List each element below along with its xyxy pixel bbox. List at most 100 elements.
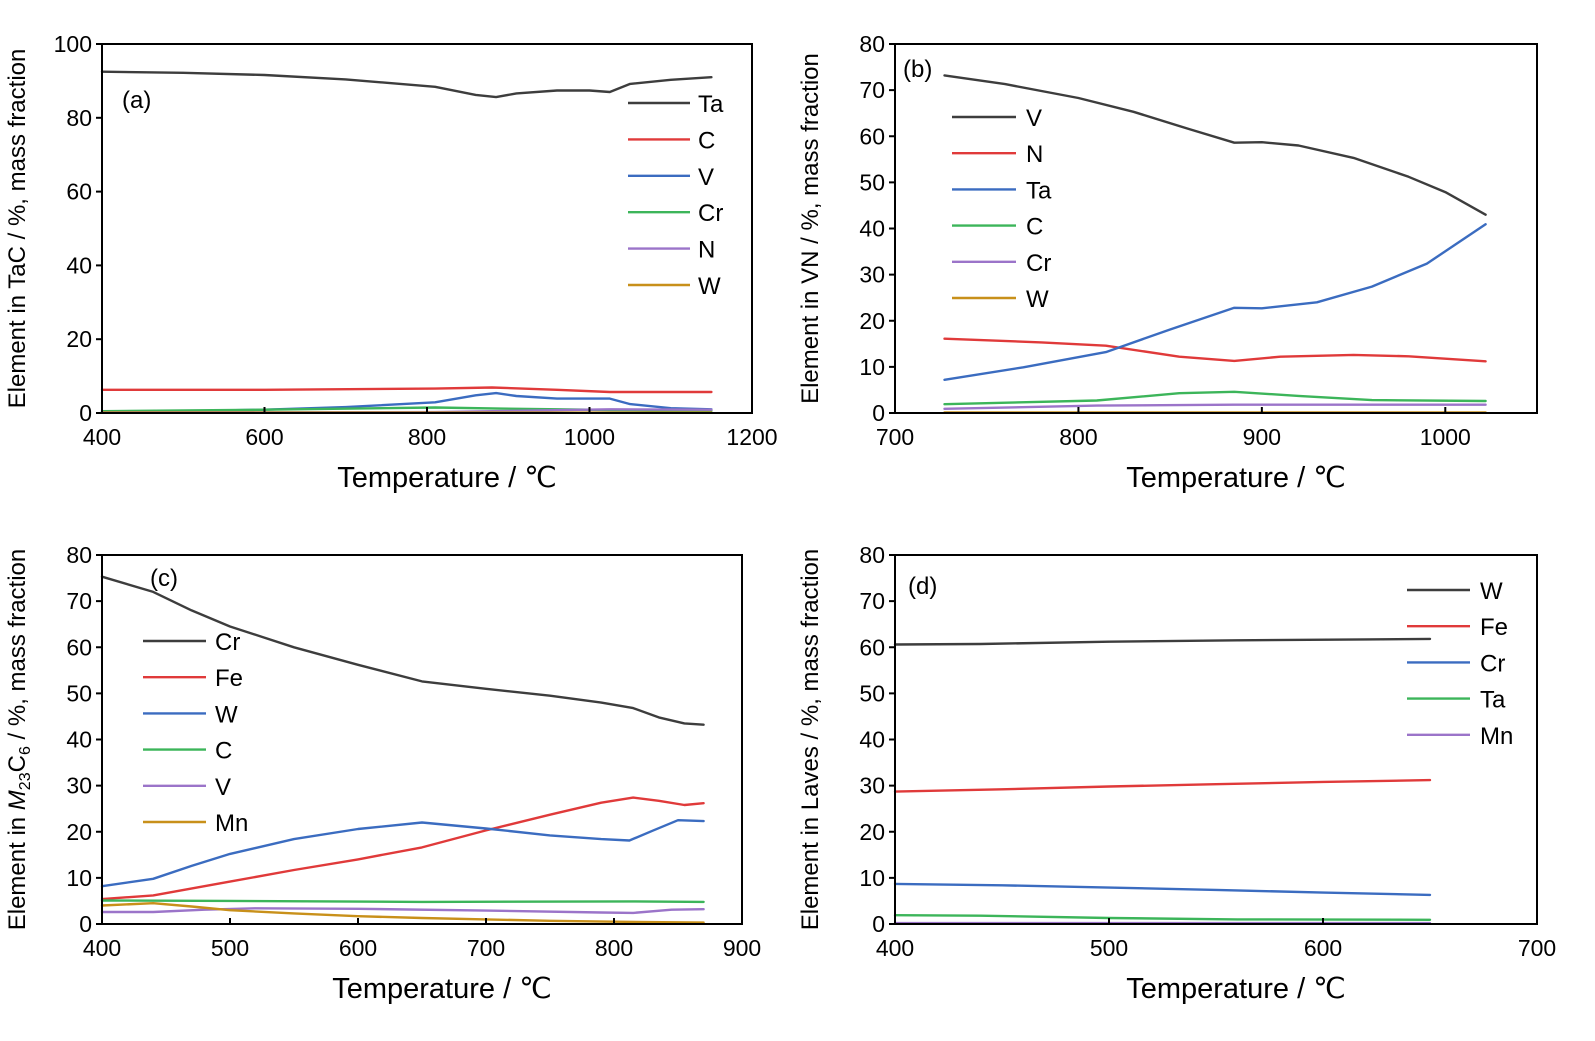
- x-tick-label: 800: [595, 935, 633, 961]
- y-tick-label: 30: [859, 262, 885, 288]
- legend: W Fe Cr Ta Mn: [1407, 578, 1513, 750]
- legend: VN Ta C Cr W: [952, 105, 1052, 313]
- legend-label-w: W: [698, 273, 721, 300]
- x-tick-label: 700: [876, 424, 914, 450]
- chart-panel--d-: 400 500 600 700 0 10 20 30 40 50 60 70 80 Temperature…: [797, 542, 1556, 1005]
- y-tick-label: 10: [859, 865, 885, 891]
- x-tick-label: 1000: [564, 424, 615, 450]
- y-axis-title: Element in TaC / %, mass fraction: [4, 49, 31, 409]
- y-tick-label: 40: [66, 252, 92, 278]
- y-tick-label: 80: [859, 31, 885, 57]
- series-line-w: [893, 637, 1432, 646]
- x-tick-label: 600: [1304, 935, 1342, 961]
- y-tick-label: 60: [66, 179, 92, 205]
- plot-frame: [101, 554, 743, 925]
- y-axis-title-part: C: [4, 755, 31, 772]
- legend-label-c: C: [215, 738, 232, 765]
- y-tick-label: 0: [872, 400, 885, 426]
- panel-label: (d): [908, 573, 937, 600]
- y-tick-label: 100: [54, 31, 92, 57]
- legend-label-ta: Ta: [1480, 687, 1506, 714]
- x-tick-label: 700: [1518, 935, 1556, 961]
- panel-label: (c): [150, 565, 178, 592]
- y-tick-label: 70: [859, 588, 885, 614]
- legend-label-c: C: [1026, 214, 1043, 241]
- legend-label-cr: Cr: [1480, 650, 1505, 677]
- legend-label-mn: Mn: [215, 810, 248, 837]
- series-group: [893, 637, 1432, 925]
- legend-label-cr: Cr: [1026, 250, 1051, 277]
- y-tick-label: 20: [66, 819, 92, 845]
- legend-label-c: C: [698, 127, 715, 154]
- legend: Ta CV Cr NW: [628, 91, 724, 300]
- x-tick-label: 1000: [1420, 424, 1471, 450]
- plot-frame: [101, 43, 753, 414]
- legend-label-ta: Ta: [1026, 177, 1052, 204]
- y-tick-label: 40: [66, 727, 92, 753]
- y-axis-title-part: 23: [17, 772, 34, 790]
- x-tick-label: 400: [876, 935, 914, 961]
- legend-label-v: V: [698, 164, 714, 191]
- y-axis-title-part: M: [4, 790, 31, 810]
- y-tick-label: 50: [859, 680, 885, 706]
- y-tick-label: 50: [66, 680, 92, 706]
- legend-label-v: V: [215, 774, 231, 801]
- x-axis-title: Temperature / ℃: [1126, 462, 1346, 494]
- series-line-cr: [893, 882, 1432, 897]
- y-tick-label: 80: [66, 542, 92, 568]
- y-axis-title: Element in VN / %, mass fraction: [797, 53, 824, 404]
- y-tick-label: 30: [66, 773, 92, 799]
- y-tick-label: 60: [66, 634, 92, 660]
- y-tick-label: 20: [859, 308, 885, 334]
- legend-label-fe: Fe: [1480, 614, 1508, 641]
- series-line-fe: [100, 796, 705, 901]
- series-line-v: [943, 74, 1487, 216]
- x-tick-label: 700: [467, 935, 505, 961]
- y-tick-label: 50: [859, 169, 885, 195]
- y-tick-label: 0: [872, 911, 885, 937]
- x-tick-label: 600: [245, 424, 283, 450]
- x-tick-label: 900: [1243, 424, 1281, 450]
- x-axis-title: Temperature / ℃: [332, 973, 552, 1005]
- x-tick-label: 600: [339, 935, 377, 961]
- legend: Cr Fe WCV Mn: [143, 629, 248, 837]
- panel-label: (a): [122, 87, 151, 114]
- series-line-c: [943, 390, 1487, 406]
- y-axis-title-part: / %, mass fraction: [4, 549, 31, 746]
- series-line-v: [100, 907, 705, 915]
- y-tick-label: 40: [859, 727, 885, 753]
- x-tick-label: 500: [1090, 935, 1128, 961]
- x-axis-title: Temperature / ℃: [337, 462, 557, 494]
- chart-panel--a-: 400 600 800 1000 1200 0 20 40 60 80 100 Temperature…: [4, 31, 778, 494]
- y-axis-title-part: Element in: [4, 810, 31, 930]
- series-line-c: [100, 386, 713, 394]
- series-line-ta: [893, 914, 1432, 921]
- y-tick-label: 70: [859, 77, 885, 103]
- chart-panel--b-: 700 800 900 1000 0 10 20 30 40 50 60 70 80 Temperatur…: [797, 31, 1538, 494]
- series-group: [100, 70, 713, 414]
- legend-label-v: V: [1026, 105, 1042, 132]
- legend-label-ta: Ta: [698, 91, 724, 118]
- x-tick-label: 500: [211, 935, 249, 961]
- legend-label-w: W: [1480, 578, 1503, 605]
- x-tick-label: 400: [83, 935, 121, 961]
- x-axis-title: Temperature / ℃: [1126, 973, 1346, 1005]
- x-tick-label: 800: [1059, 424, 1097, 450]
- legend-label-mn: Mn: [1480, 723, 1513, 750]
- x-tick-label: 900: [723, 935, 761, 961]
- y-tick-label: 80: [859, 542, 885, 568]
- series-line-cr: [943, 403, 1487, 410]
- series-line-c: [100, 899, 705, 904]
- y-tick-label: 70: [66, 588, 92, 614]
- y-tick-label: 10: [66, 865, 92, 891]
- series-group: [100, 575, 705, 924]
- series-line-ta: [100, 70, 713, 99]
- y-tick-label: 40: [859, 216, 885, 242]
- y-axis-title: Element in Laves / %, mass fraction: [797, 549, 824, 931]
- y-tick-label: 60: [859, 123, 885, 149]
- plot-frame: [894, 554, 1538, 925]
- series-line-ta: [943, 223, 1487, 381]
- x-tick-label: 800: [408, 424, 446, 450]
- chart-panel--c-: 400 500 600 700 800 900 0 10 20 30 40 50 60 70 80 Tempe…: [4, 542, 761, 1005]
